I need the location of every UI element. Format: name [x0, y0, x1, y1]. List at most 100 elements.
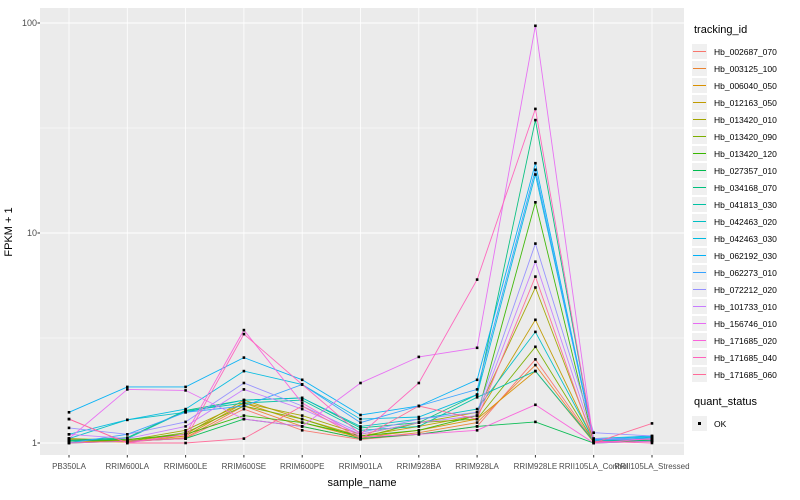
data-point: [534, 201, 537, 204]
data-point: [184, 385, 187, 389]
legend-item: Hb_002687_070: [692, 43, 800, 60]
series-color-swatch-icon: [693, 306, 706, 308]
data-point: [417, 381, 421, 385]
data-point: [417, 425, 421, 428]
data-point: [67, 437, 71, 440]
x-tick-label: RRIM600PE: [279, 462, 325, 471]
legend-key: [692, 214, 707, 229]
legend-item: Hb_027357_010: [692, 162, 800, 179]
data-point: [534, 420, 537, 424]
legend-item-label: Hb_012163_050: [714, 97, 777, 108]
x-axis-title: sample_name: [327, 477, 397, 489]
data-point: [417, 355, 421, 359]
data-point: [300, 378, 304, 382]
point-swatch-icon: [697, 421, 702, 426]
data-point: [126, 433, 129, 436]
legend-item: Hb_042463_030: [692, 230, 800, 247]
data-point: [534, 161, 537, 165]
series-color-swatch-icon: [693, 289, 706, 291]
series-color-swatch-icon: [693, 187, 706, 189]
legend-item: Hb_012163_050: [692, 94, 800, 111]
series-color-swatch-icon: [693, 323, 706, 325]
quant-legend-title: quant_status: [694, 396, 757, 408]
data-point: [534, 118, 537, 122]
legend-key: [692, 231, 707, 246]
legend-key: [692, 350, 707, 365]
y-tick-label: 1: [31, 438, 37, 448]
series-color-swatch-icon: [693, 238, 706, 240]
data-point: [67, 439, 71, 443]
legend-key: [692, 333, 707, 348]
legend-key: [692, 265, 707, 280]
data-point: [300, 425, 304, 428]
series-color-swatch-icon: [693, 85, 706, 87]
data-point: [184, 429, 187, 432]
data-point: [242, 407, 246, 411]
x-tick-label: RRIM928LA: [455, 462, 499, 471]
quant-status-legend: quant_status OK: [692, 396, 800, 432]
series-color-swatch-icon: [693, 221, 706, 223]
data-point: [475, 429, 479, 432]
legend-item-label: Hb_013420_090: [714, 131, 777, 142]
data-point: [650, 439, 654, 443]
series-color-swatch-icon: [693, 102, 706, 104]
data-point: [184, 389, 187, 392]
legend-item: Hb_171685_060: [692, 366, 800, 383]
data-point: [475, 407, 479, 411]
data-point: [242, 356, 246, 359]
legend-key: [692, 367, 707, 382]
data-point: [359, 437, 362, 440]
legend-item-label: Hb_171685_060: [714, 369, 777, 380]
legend-key: [692, 61, 707, 76]
legend-item-label: Hb_156746_010: [714, 318, 777, 329]
data-point: [67, 426, 71, 430]
legend-key: [692, 163, 707, 178]
series-color-swatch-icon: [693, 136, 706, 138]
x-tick-label: RRIM600LA: [105, 462, 150, 471]
x-tick-label: RRII105LA_Control: [559, 462, 629, 471]
data-point: [417, 417, 421, 421]
data-point: [359, 435, 362, 439]
series-color-swatch-icon: [693, 68, 706, 70]
data-point: [417, 431, 421, 434]
data-point: [242, 388, 246, 391]
data-point: [184, 441, 187, 445]
data-point: [359, 429, 362, 432]
x-tick-label: RRIM901LA: [338, 462, 383, 471]
legend-item: Hb_101733_010: [692, 298, 800, 315]
data-point: [534, 369, 537, 373]
data-point: [475, 396, 479, 399]
legend-key: [692, 44, 707, 59]
data-point: [650, 434, 654, 438]
legend-key: [692, 248, 707, 263]
data-point: [300, 429, 304, 432]
data-point: [126, 385, 129, 389]
x-tick-label: PB350LA: [52, 462, 86, 471]
legend-item: Hb_013420_120: [692, 145, 800, 162]
series-color-swatch-icon: [693, 204, 706, 206]
data-point: [650, 441, 654, 445]
data-point: [67, 417, 71, 421]
data-point: [475, 425, 479, 428]
legend-item-label: Hb_013420_120: [714, 148, 777, 159]
data-point: [534, 286, 537, 289]
series-color-swatch-icon: [693, 357, 706, 359]
series-color-swatch-icon: [693, 272, 706, 274]
data-point: [475, 421, 479, 424]
legend-item: Hb_034168_070: [692, 179, 800, 196]
series-color-swatch-icon: [693, 255, 706, 257]
data-point: [534, 168, 537, 172]
legend-title: tracking_id: [694, 24, 748, 36]
data-point: [300, 421, 304, 424]
data-point: [300, 401, 304, 405]
legend-item-label: Hb_062273_010: [714, 267, 777, 278]
legend-item-label: Hb_171685_040: [714, 352, 777, 363]
legend-item-label: Hb_062192_030: [714, 250, 777, 261]
data-point: [300, 383, 304, 386]
data-point: [184, 425, 187, 428]
legend-item-label: Hb_027357_010: [714, 165, 777, 176]
data-point: [300, 417, 304, 421]
data-point: [592, 437, 595, 440]
data-point: [242, 437, 246, 440]
